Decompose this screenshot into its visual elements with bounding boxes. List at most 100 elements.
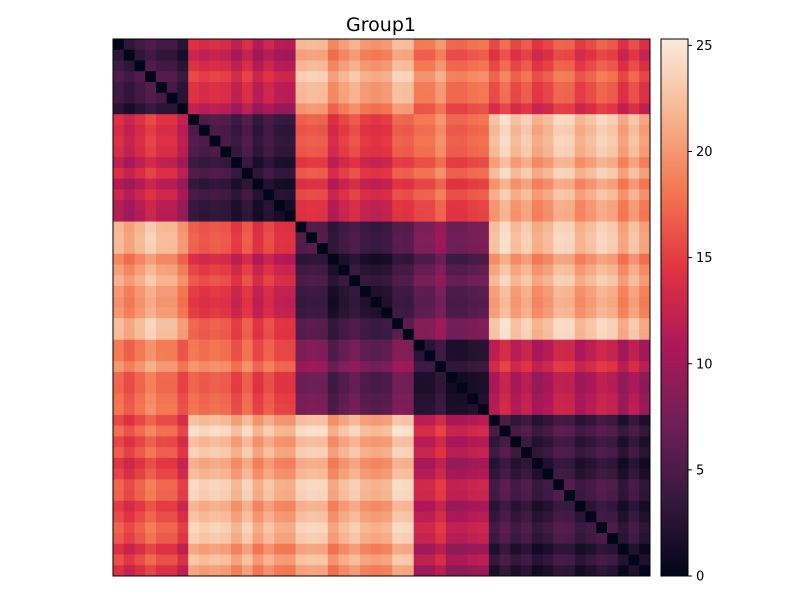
heatmap-cell	[349, 425, 361, 437]
heatmap-cell	[456, 468, 468, 480]
heatmap-cell	[338, 124, 350, 137]
heatmap-cell	[585, 511, 597, 523]
heatmap-cell	[574, 522, 586, 534]
heatmap-cell	[381, 275, 393, 287]
heatmap-cell	[349, 436, 361, 448]
heatmap-cell	[360, 361, 372, 373]
heatmap-cell	[134, 543, 146, 555]
heatmap-cell	[467, 81, 479, 94]
heatmap-cell	[220, 146, 232, 158]
heatmap-cell	[456, 511, 468, 523]
heatmap-cell	[241, 350, 254, 362]
heatmap-cell	[574, 307, 586, 319]
heatmap-cell	[241, 286, 254, 298]
heatmap-cell	[392, 60, 404, 72]
heatmap-cell	[284, 511, 296, 523]
heatmap-cell	[123, 565, 135, 577]
heatmap-cell	[349, 243, 361, 255]
heatmap-cell	[198, 307, 211, 319]
heatmap-cell	[274, 382, 286, 394]
heatmap-cell	[564, 543, 576, 555]
heatmap-cell	[574, 49, 586, 61]
heatmap-cell	[424, 243, 436, 255]
heatmap-cell	[166, 189, 178, 201]
heatmap-cell	[564, 60, 576, 72]
heatmap-cell	[499, 135, 511, 147]
heatmap-cell	[435, 393, 447, 405]
heatmap-cell	[531, 511, 543, 523]
heatmap-cell	[284, 404, 296, 416]
heatmap-cell	[435, 167, 447, 180]
heatmap-cell	[488, 457, 501, 469]
heatmap-cell	[123, 361, 135, 373]
heatmap-cell	[478, 307, 490, 319]
heatmap-cell	[574, 350, 586, 362]
heatmap-cell	[607, 425, 619, 437]
heatmap-cell	[445, 178, 458, 190]
heatmap-cell	[113, 114, 125, 126]
heatmap-cell	[263, 92, 275, 104]
heatmap-cell	[574, 253, 586, 265]
heatmap-cell	[478, 554, 490, 566]
heatmap-cell	[166, 328, 178, 341]
heatmap-cell	[252, 92, 264, 104]
heatmap-cell	[284, 157, 296, 169]
heatmap-cell	[134, 124, 146, 137]
heatmap-cell	[134, 350, 146, 362]
heatmap-cell	[134, 189, 146, 201]
heatmap-cell	[220, 371, 232, 384]
heatmap-cell	[338, 543, 350, 555]
heatmap-cell	[220, 490, 232, 502]
heatmap-cell	[585, 49, 597, 61]
heatmap-cell	[564, 167, 576, 180]
heatmap-cell	[510, 200, 522, 212]
heatmap-cell	[424, 425, 436, 437]
heatmap-cell	[585, 468, 597, 480]
heatmap-cell	[252, 500, 264, 512]
heatmap-cell	[585, 81, 597, 94]
heatmap-cell	[553, 361, 565, 373]
heatmap-cell	[424, 264, 436, 276]
heatmap-cell	[188, 296, 200, 308]
heatmap-cell	[456, 253, 468, 265]
heatmap-cell	[113, 135, 125, 147]
heatmap-cell	[274, 103, 286, 115]
heatmap-cell	[639, 328, 651, 341]
heatmap-cell	[241, 189, 254, 201]
heatmap-cell	[607, 210, 619, 222]
heatmap-cell	[521, 533, 533, 545]
heatmap-cell	[155, 221, 168, 233]
heatmap-cell	[166, 60, 178, 72]
heatmap-cell	[531, 479, 543, 491]
heatmap-cell	[521, 565, 533, 577]
heatmap-cell	[123, 522, 135, 534]
heatmap-cell	[188, 60, 200, 72]
heatmap-cell	[349, 103, 361, 115]
heatmap-cell	[499, 361, 511, 373]
heatmap-cell	[295, 328, 307, 341]
heatmap-cell	[510, 543, 522, 555]
heatmap-cell	[327, 124, 339, 137]
heatmap-cell	[220, 210, 232, 222]
heatmap-cell	[231, 414, 243, 427]
heatmap-cell	[349, 479, 361, 491]
heatmap-cell	[263, 146, 275, 158]
heatmap-cell	[392, 522, 404, 534]
heatmap-cell	[521, 71, 533, 83]
heatmap-cell	[392, 71, 404, 83]
heatmap-cell	[628, 210, 640, 222]
heatmap-cell	[639, 243, 651, 255]
heatmap-cell	[252, 565, 264, 577]
heatmap-cell	[166, 479, 178, 491]
heatmap-cell	[188, 210, 200, 222]
heatmap-cell	[413, 318, 425, 330]
heatmap-cell	[198, 436, 211, 448]
heatmap-cell	[542, 404, 554, 416]
heatmap-cell	[252, 479, 264, 491]
heatmap-cell	[338, 200, 350, 212]
heatmap-cell	[564, 339, 576, 351]
heatmap-cell	[360, 178, 372, 190]
heatmap-cell	[188, 318, 200, 330]
heatmap-cell	[596, 135, 608, 147]
heatmap-cell	[241, 479, 254, 491]
